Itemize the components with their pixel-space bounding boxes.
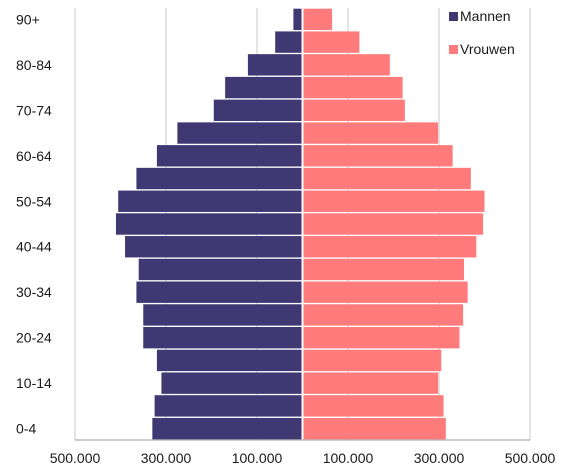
bar-vrouwen-60-64 [302, 145, 453, 167]
bar-vrouwen-25-29 [302, 304, 464, 326]
bar-mannen-50-54 [118, 190, 303, 212]
bar-mannen-40-44 [125, 236, 303, 258]
bar-vrouwen-55-59 [302, 167, 471, 190]
bar-mannen-55-59 [136, 167, 303, 190]
legend-swatch-vrouwen [449, 45, 458, 54]
x-tick-label-5: 500.000 [505, 450, 556, 466]
bar-mannen-15-19 [156, 349, 303, 372]
bar-mannen-90+ [293, 8, 303, 31]
bar-vrouwen-50-54 [302, 190, 485, 212]
y-tick-label-10-14: 10-14 [16, 375, 52, 391]
bar-vrouwen-10-14 [302, 372, 439, 394]
bar-mannen-0-4 [152, 417, 303, 440]
bar-mannen-10-14 [161, 372, 303, 394]
x-tick-label-0: 500.000 [50, 450, 101, 466]
bar-vrouwen-45-49 [302, 213, 484, 235]
x-tick-label-2: 100.000 [232, 450, 283, 466]
bar-vrouwen-5-9 [302, 395, 444, 417]
bar-mannen-25-29 [143, 304, 303, 326]
bar-mannen-80-84 [247, 54, 303, 76]
bar-mannen-35-39 [138, 258, 303, 281]
bar-mannen-70-74 [213, 99, 303, 122]
bar-vrouwen-20-24 [302, 326, 460, 349]
y-tick-label-70-74: 70-74 [16, 102, 52, 118]
bar-vrouwen-40-44 [302, 236, 477, 258]
legend-label-vrouwen: Vrouwen [460, 41, 515, 57]
x-tick-label-1: 300.000 [141, 450, 192, 466]
bars [115, 8, 485, 440]
legend-swatch-mannen [449, 12, 458, 21]
axes: 500.000 300.000 100.000 100.000 300.000 500.0… [16, 8, 556, 466]
bar-vrouwen-70-74 [302, 99, 405, 122]
bar-mannen-75-79 [225, 76, 303, 99]
y-tick-label-90+: 90+ [16, 11, 40, 27]
y-tick-label-60-64: 60-64 [16, 148, 52, 164]
x-tick-label-4: 300.000 [414, 450, 465, 466]
y-tick-label-40-44: 40-44 [16, 239, 52, 255]
bar-vrouwen-35-39 [302, 258, 465, 281]
bar-vrouwen-0-4 [302, 417, 446, 440]
bar-mannen-65-69 [177, 122, 303, 144]
y-tick-label-30-34: 30-34 [16, 284, 52, 300]
bar-mannen-60-64 [156, 145, 303, 167]
bar-mannen-85-89 [275, 31, 303, 53]
y-tick-label-20-24: 20-24 [16, 330, 52, 346]
legend: Mannen Vrouwen [449, 8, 515, 57]
x-tick-label-3: 100.000 [323, 450, 374, 466]
bar-vrouwen-30-34 [302, 281, 468, 303]
bar-vrouwen-15-19 [302, 349, 442, 372]
bar-mannen-45-49 [115, 213, 303, 235]
y-tick-label-0-4: 0-4 [16, 421, 36, 437]
bar-vrouwen-75-79 [302, 76, 403, 99]
bar-vrouwen-90+ [302, 8, 333, 31]
legend-label-mannen: Mannen [460, 8, 511, 24]
y-tick-label-80-84: 80-84 [16, 57, 52, 73]
y-tick-label-50-54: 50-54 [16, 193, 52, 209]
bar-vrouwen-80-84 [302, 54, 390, 76]
bar-vrouwen-85-89 [302, 31, 360, 53]
bar-mannen-30-34 [136, 281, 303, 303]
bar-vrouwen-65-69 [302, 122, 439, 144]
bar-mannen-20-24 [143, 326, 303, 349]
bar-mannen-5-9 [154, 395, 303, 417]
